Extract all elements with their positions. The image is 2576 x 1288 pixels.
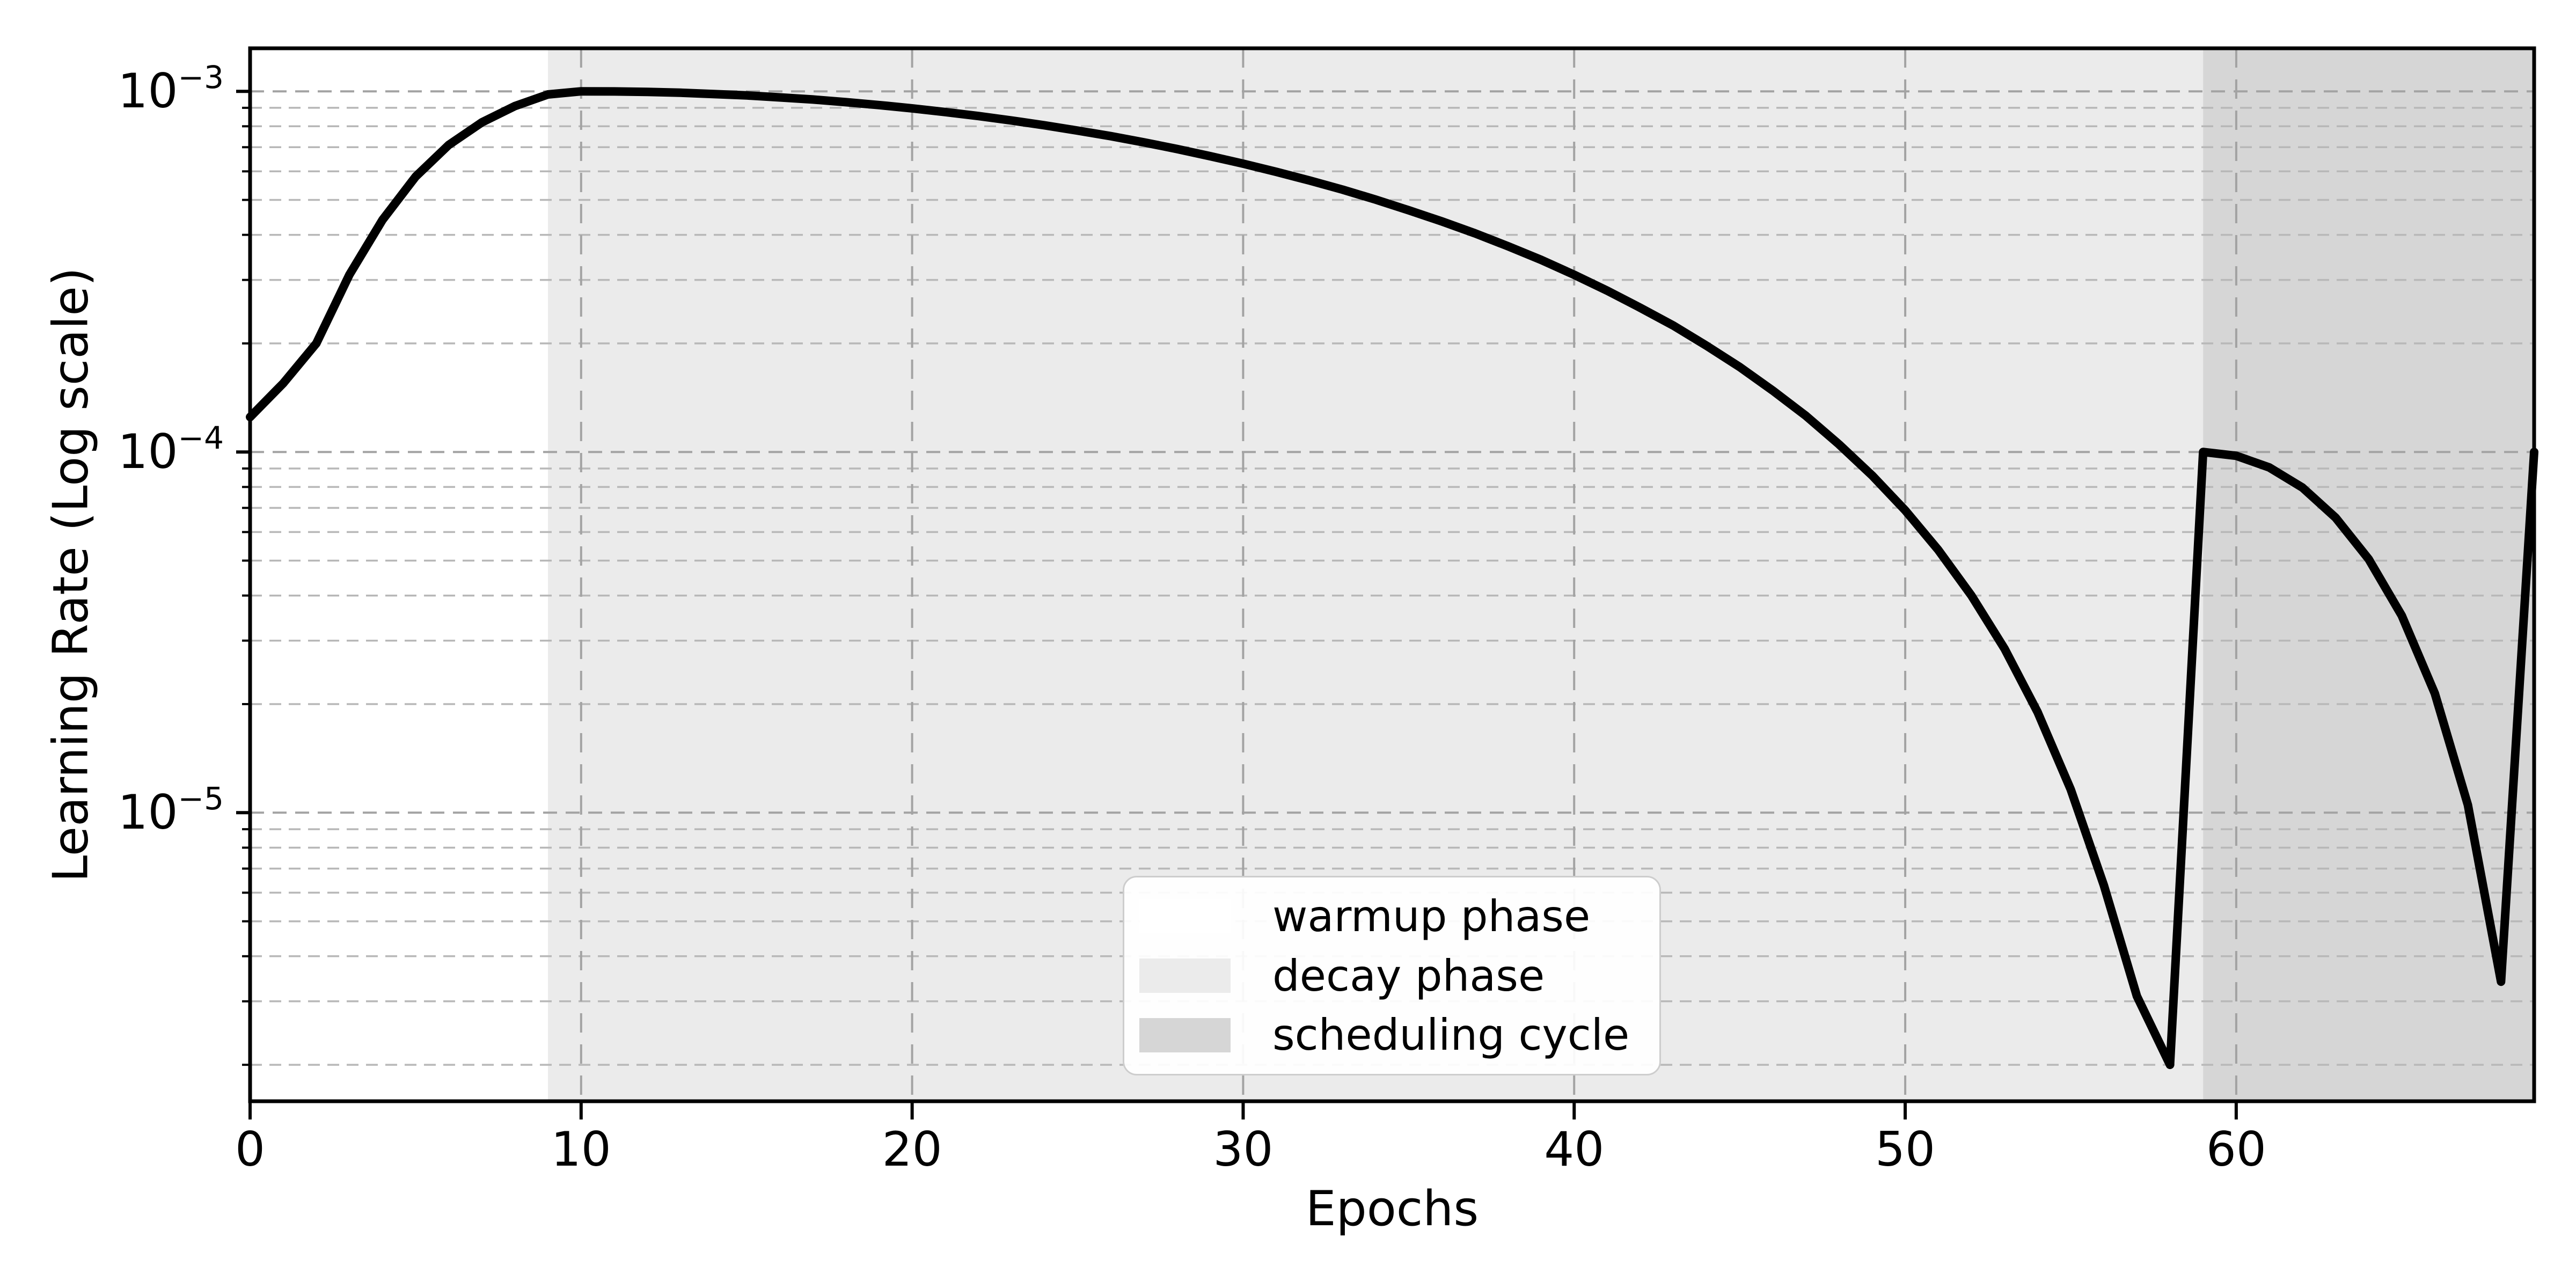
y-tick-label-1e−3: 10−3 <box>118 59 224 119</box>
x-tick-label-30: 30 <box>1213 1122 1274 1177</box>
region-scheduling-cycle <box>2203 48 2534 1101</box>
legend-swatch-decay-phase <box>1139 958 1231 993</box>
x-tick-label-20: 20 <box>882 1122 942 1177</box>
y-tick-label-1e−5: 10−5 <box>118 780 224 840</box>
y-axis-label: Learning Rate (Log scale) <box>42 267 99 882</box>
legend-item-decay-phase: decay phase <box>1139 951 1644 1001</box>
x-tick-label-50: 50 <box>1875 1122 1936 1177</box>
x-axis-label: Epochs <box>1305 1181 1479 1237</box>
y-tick-label-1e−4: 10−4 <box>118 420 224 480</box>
x-tick-label-40: 40 <box>1544 1122 1605 1177</box>
legend-label-scheduling-cycle: scheduling cycle <box>1272 1010 1630 1060</box>
legend-item-scheduling-cycle: scheduling cycle <box>1139 1010 1644 1060</box>
plot-border <box>248 46 2536 1103</box>
x-tick-label-10: 10 <box>551 1122 611 1177</box>
legend: warmup phase decay phase scheduling cycl… <box>1123 876 1661 1075</box>
region-warmup-phase <box>250 48 548 1101</box>
legend-item-warmup-phase: warmup phase <box>1139 891 1644 941</box>
learning-rate-curve <box>246 87 2538 1070</box>
legend-label-warmup-phase: warmup phase <box>1272 891 1591 941</box>
legend-label-decay-phase: decay phase <box>1272 950 1545 1001</box>
legend-swatch-scheduling-cycle <box>1139 1018 1231 1052</box>
legend-swatch-warmup-phase <box>1139 899 1231 934</box>
x-tick-label-60: 60 <box>2206 1122 2266 1177</box>
x-tick-label-0: 0 <box>235 1122 265 1177</box>
